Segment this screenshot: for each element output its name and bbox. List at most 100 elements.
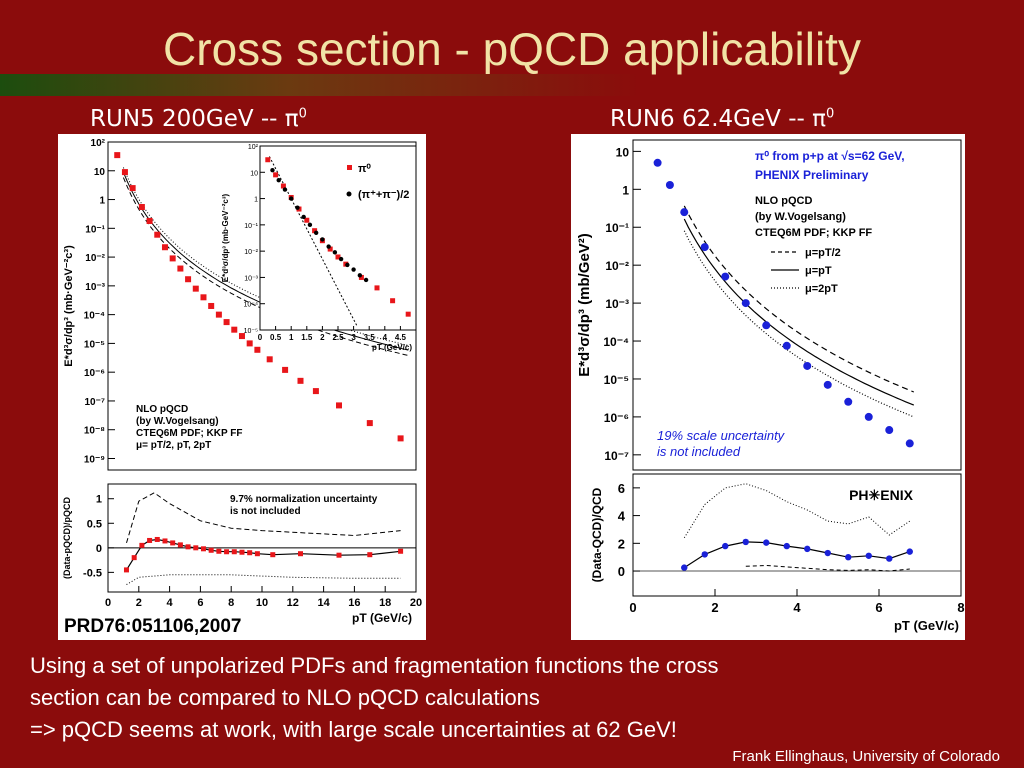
ratio-x-tick-label: 14: [317, 597, 330, 609]
theory-curve-mu-2pt: [122, 167, 409, 346]
y-tick-label: 10⁻⁷: [84, 397, 105, 408]
ratio-x-tick-label: 12: [287, 597, 299, 609]
inset-x-tick-label: 4.5: [395, 333, 407, 342]
ratio-y-axis-label: (Data-QCD)/QCD: [590, 487, 604, 582]
ratio-y-tick-label: 6: [618, 481, 625, 496]
ratio-y-tick-label: 2: [618, 536, 625, 551]
ratio-y-tick-label: 1: [96, 494, 102, 506]
ratio-data-point: [804, 545, 811, 553]
inset-pi0-point: [327, 246, 333, 252]
y-tick-label: 10⁻²: [85, 253, 105, 264]
y-axis-label: E*d³σ/dp³ (mb·GeV⁻²c³): [63, 245, 75, 367]
y-tick-label: 10: [94, 167, 106, 178]
data-point: [200, 294, 207, 301]
inset-y-axis-label: E*d³σ/dp³ (mb·GeV⁻²c³): [221, 193, 230, 282]
ratio-data-line: [683, 541, 910, 569]
ratio-lower-scale-curve: [745, 564, 910, 572]
data-point: [169, 255, 176, 262]
ratio-y-tick-label: -0.5: [83, 567, 102, 579]
inset-legend-charged-marker: [346, 191, 352, 197]
ratio-x-axis-label: pT (GeV/c): [352, 611, 412, 625]
ratio-data-point: [208, 547, 214, 553]
ratio-y-axis-label: (Data-pQCD)/pQCD: [62, 497, 72, 579]
inset-charged-pion-point: [270, 168, 275, 173]
ratio-data-point: [139, 542, 145, 548]
ratio-data-point: [185, 544, 191, 550]
inset-pi0-point: [265, 157, 271, 163]
data-point: [803, 361, 812, 370]
data-point: [177, 265, 184, 272]
y-axis-label: E*d³σ/dp³ (mb/GeV²): [576, 233, 593, 377]
ratio-y-tick-label: 0: [96, 543, 102, 555]
ratio-data-point: [123, 567, 129, 573]
theory-curve-mu-pt-half: [683, 205, 915, 393]
inset-y-tick-label: 10⁻³: [244, 275, 258, 282]
ratio-x-tick-label: 4: [167, 597, 174, 609]
run6-header-text: RUN6 62.4GeV -- π: [610, 106, 826, 132]
ratio-data-point: [162, 538, 168, 544]
inset-x-tick-label: 2.5: [332, 333, 344, 342]
ratio-data-point: [177, 542, 183, 548]
author-credit: Frank Ellinghaus, University of Colorado: [732, 748, 1000, 765]
data-point: [397, 435, 404, 442]
inset-x-tick-label: 0.5: [270, 333, 282, 342]
data-point: [238, 333, 245, 340]
ratio-data-point: [763, 539, 770, 546]
data-point: [680, 208, 689, 217]
run5-header-text: RUN5 200GeV -- π: [90, 106, 299, 132]
run5-header-sup: 0: [298, 106, 307, 122]
inset-charged-pion-point: [357, 273, 363, 278]
ratio-x-tick-label: 20: [410, 597, 422, 609]
data-point: [366, 420, 373, 427]
legend-line: (by W.Vogelsang): [136, 416, 219, 427]
ratio-data-point: [254, 551, 260, 557]
run6-header-sup: 0: [825, 106, 835, 122]
series-title-line-1: π⁰ from p+p at √s=62 GeV,: [755, 149, 905, 163]
data-point: [782, 341, 791, 350]
ratio-data-point: [147, 537, 153, 543]
y-tick-label: 10⁻⁵: [84, 339, 105, 350]
series-title-line-2: PHENIX Preliminary: [755, 168, 869, 182]
y-tick-label: 10⁻⁸: [84, 426, 105, 437]
y-tick-label: 10⁻³: [85, 282, 105, 293]
run5-header: RUN5 200GeV -- π0: [90, 106, 307, 132]
inset-x-tick-label: 0: [258, 333, 263, 342]
data-point: [114, 152, 121, 159]
ratio-x-tick-label: 4: [793, 600, 801, 615]
inset-pi0-point: [304, 217, 310, 223]
ratio-x-tick-label: 8: [957, 600, 964, 615]
data-point: [215, 311, 222, 318]
ratio-data-point: [170, 540, 176, 546]
inset-y-tick-label: 10⁻⁵: [244, 328, 258, 335]
inset-charged-pion-point: [320, 237, 325, 242]
inset-charged-pion-point: [363, 277, 369, 283]
data-point: [161, 244, 168, 251]
inset-y-tick-label: 10: [250, 170, 258, 177]
ratio-annotation: 9.7% normalization uncertainty: [230, 494, 378, 505]
data-point: [254, 346, 261, 353]
inset-charged-pion-point: [326, 244, 331, 249]
inset-pi0-point: [335, 254, 341, 260]
data-point: [129, 185, 136, 192]
data-point: [336, 402, 342, 409]
data-point: [905, 439, 914, 448]
y-tick-label: 10⁻³: [605, 297, 629, 311]
legend-line: CTEQ6M PDF; KKP FF: [136, 428, 242, 439]
ratio-data-point: [398, 548, 404, 554]
legend-line: (by W.Vogelsang): [755, 211, 846, 223]
phenix-logo: PH✳ENIX: [849, 487, 914, 503]
data-point: [138, 204, 145, 211]
ratio-x-tick-label: 6: [875, 600, 882, 615]
citation: PRD76:051106,2007: [62, 616, 244, 638]
data-point: [146, 217, 153, 224]
ratio-x-tick-label: 10: [256, 597, 268, 609]
ratio-data-point: [906, 548, 913, 555]
inset-charged-pion-point: [338, 256, 344, 262]
data-point: [121, 169, 128, 176]
inset-charged-pion-point: [351, 267, 356, 272]
data-point: [762, 321, 771, 330]
body-line-1: Using a set of unpolarized PDFs and frag…: [30, 653, 719, 678]
ratio-x-tick-label: 2: [136, 597, 142, 609]
run5-plot-svg: 10²10110⁻¹10⁻²10⁻³10⁻⁴10⁻⁵10⁻⁶10⁻⁷10⁻⁸10…: [62, 138, 422, 625]
y-tick-label: 10⁻⁶: [84, 368, 105, 379]
